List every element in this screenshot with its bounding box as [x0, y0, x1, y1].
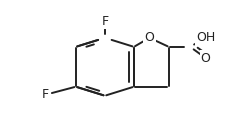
- Text: F: F: [101, 15, 108, 28]
- Text: OH: OH: [196, 31, 215, 44]
- Text: F: F: [42, 88, 49, 101]
- Text: O: O: [201, 51, 210, 64]
- Text: O: O: [144, 31, 154, 44]
